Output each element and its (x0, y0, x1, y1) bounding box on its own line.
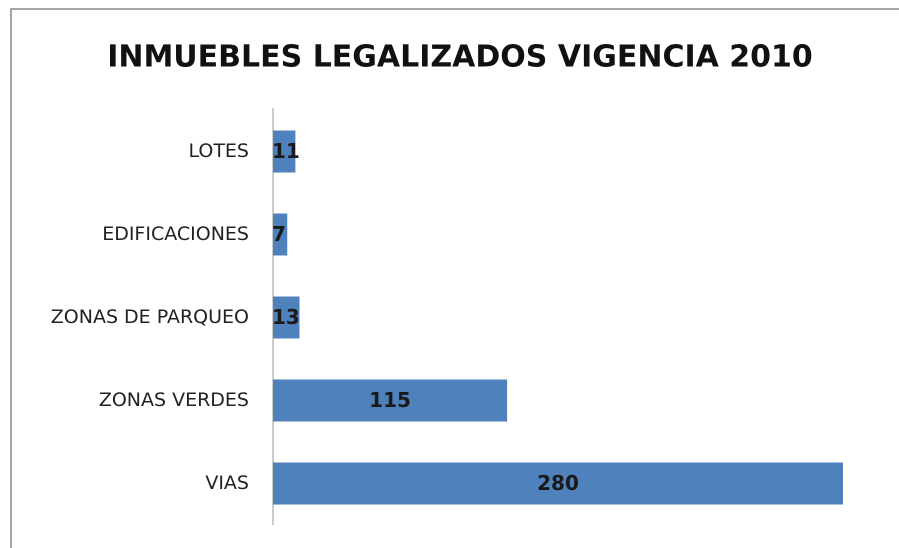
bar (273, 379, 508, 422)
y-tick-label: ZONAS VERDES (99, 389, 249, 411)
data-label: 13 (272, 305, 300, 329)
y-tick-label: LOTES (188, 140, 249, 162)
data-label: 7 (272, 222, 286, 246)
y-tick-label: VIAS (205, 472, 249, 494)
bar (273, 296, 300, 339)
frame (10, 8, 899, 548)
data-label: 115 (369, 388, 411, 412)
y-tick-label: ZONAS DE PARQUEO (51, 306, 249, 328)
chart-title: INMUEBLES LEGALIZADOS VIGENCIA 2010 (107, 40, 813, 75)
data-label: 11 (272, 139, 300, 163)
bar (273, 213, 288, 256)
y-tick-label: EDIFICACIONES (102, 223, 249, 245)
bar (273, 130, 296, 173)
data-label: 280 (537, 471, 579, 495)
bar (273, 462, 843, 505)
